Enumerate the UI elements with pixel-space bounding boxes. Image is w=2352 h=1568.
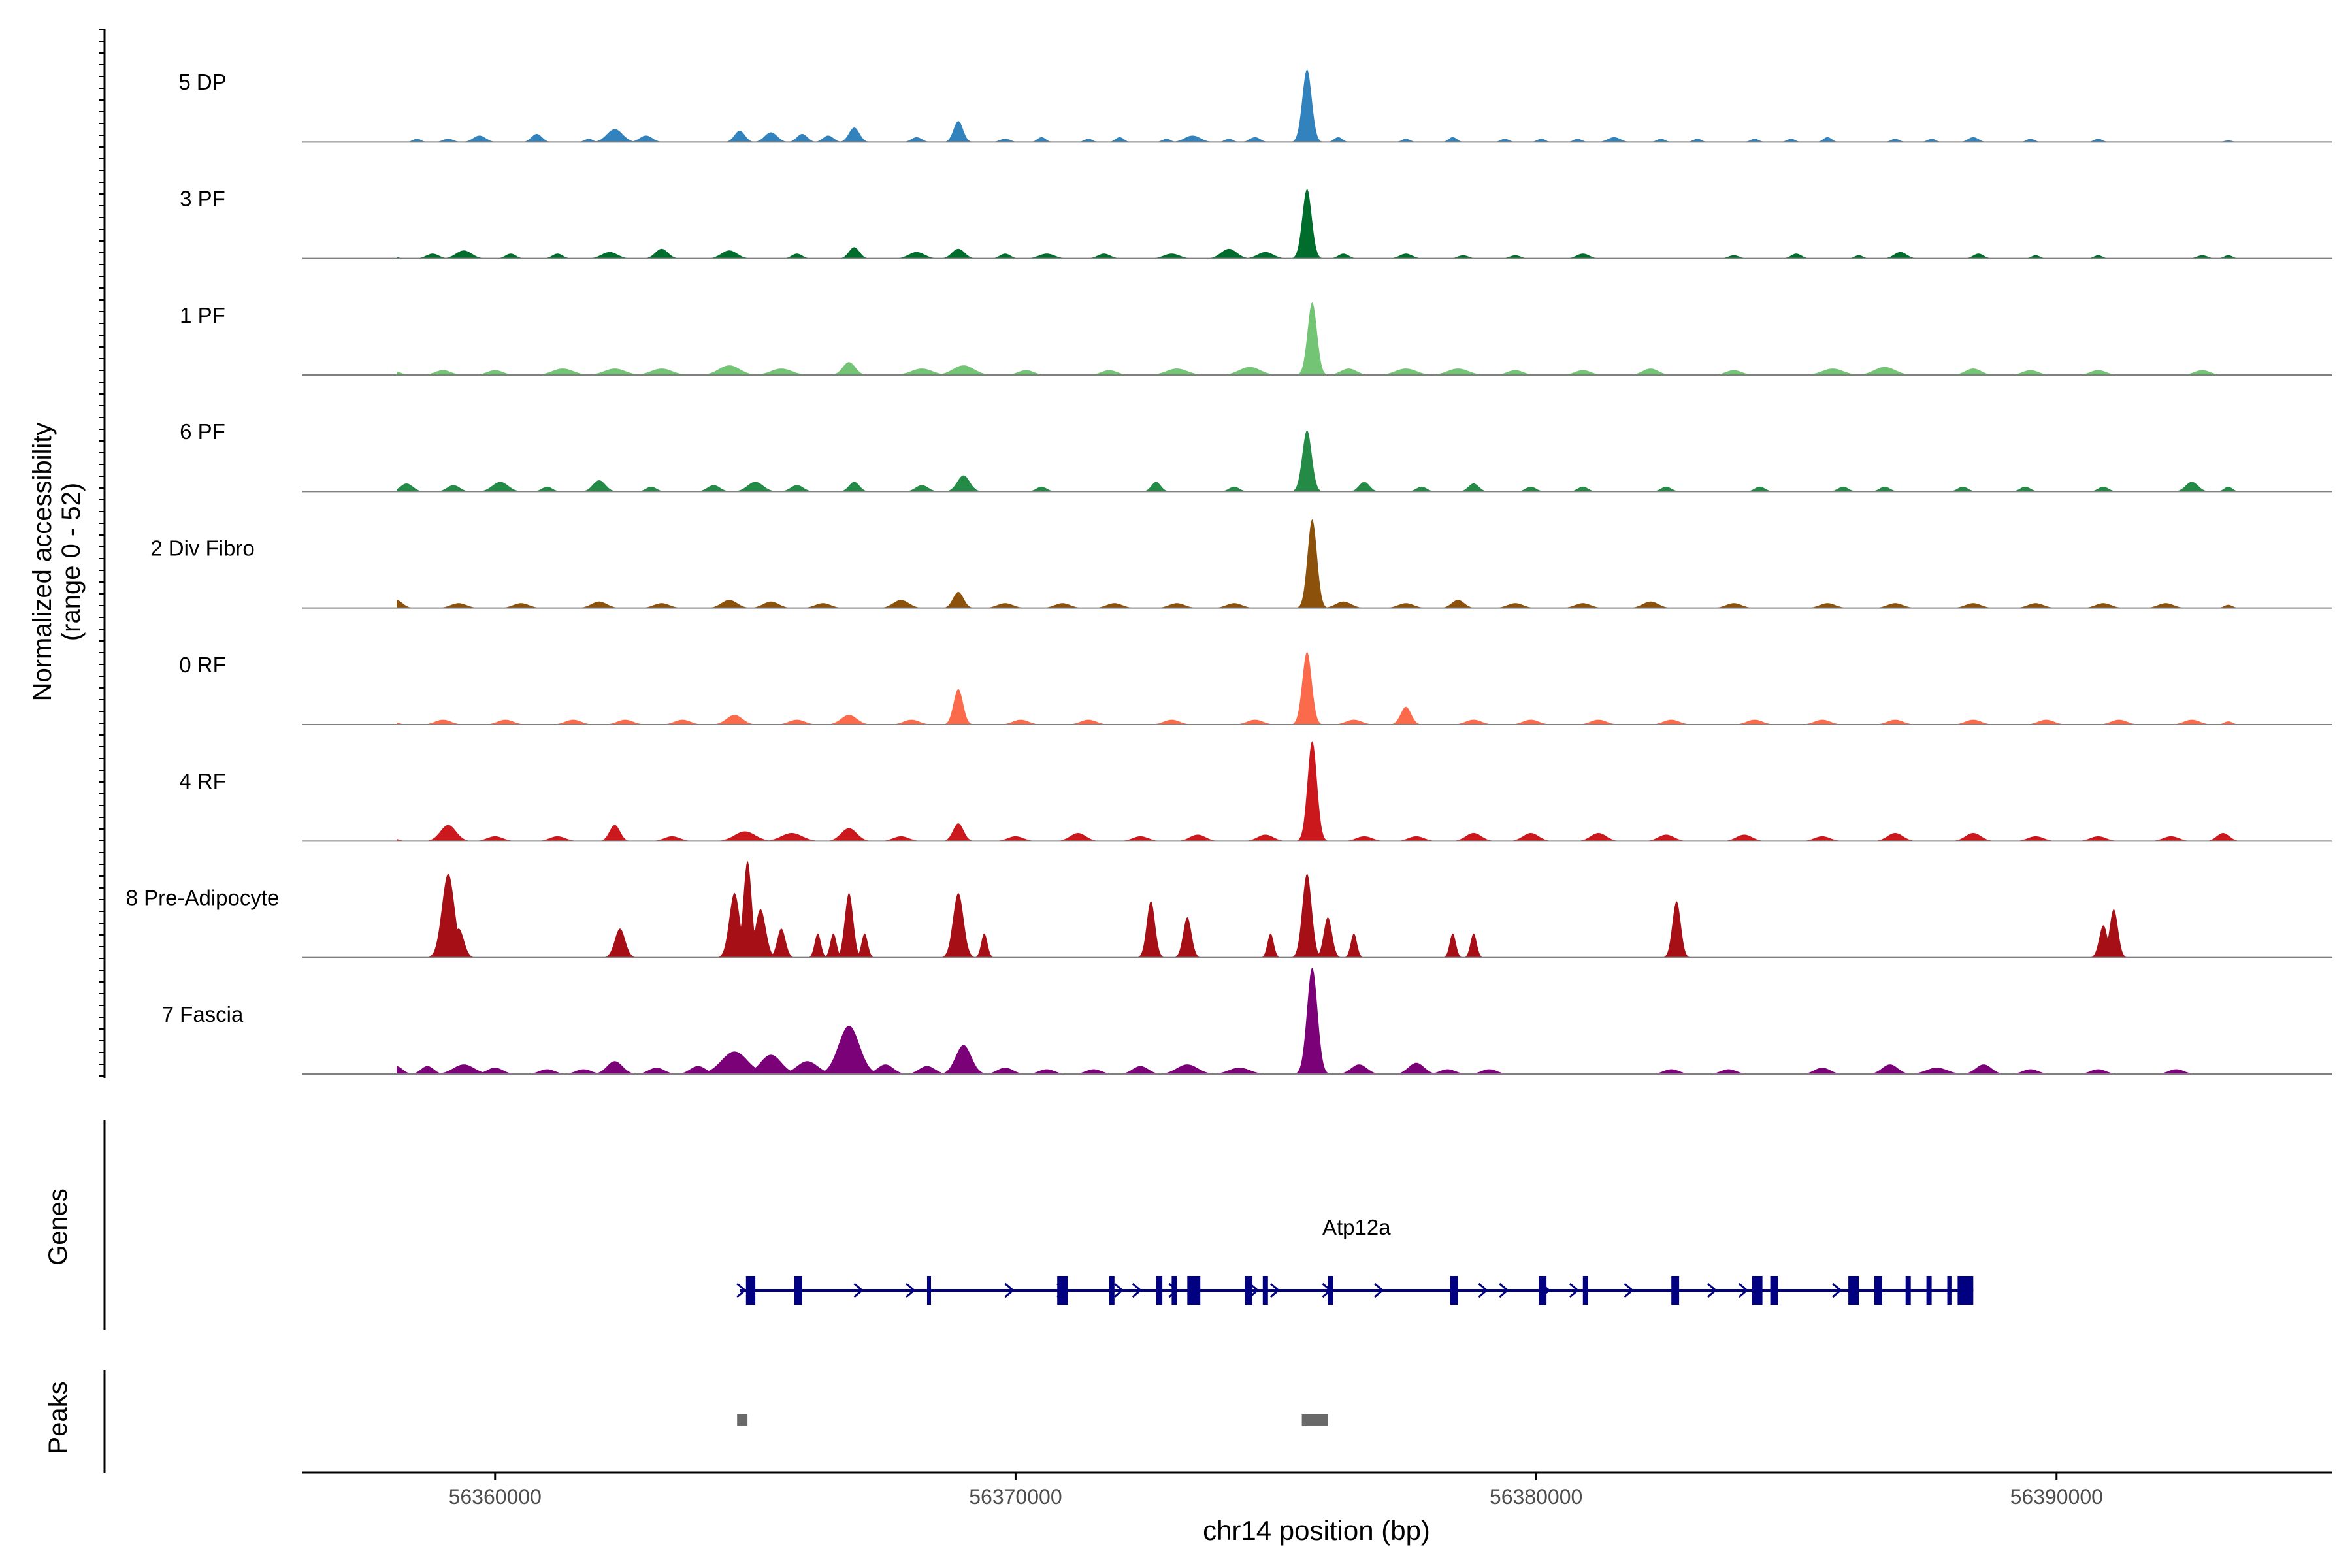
track-label: 6 PF [180,419,225,444]
y-axis-label: Normalized accessibility [28,423,57,702]
y-axis-range-label: (range 0 - 52) [57,483,86,641]
gene-exon [1926,1276,1932,1305]
gene-exon [1848,1276,1859,1305]
track-4-rf: 4 RF [179,741,2332,842]
x-tick-label: 56370000 [969,1485,1062,1509]
coverage-tracks: 5 DP 3 PF 1 PF 6 PF 2 Div Fibro 0 RF 4 RF 8 Pre… [126,69,2332,1075]
track-label: 8 Pre-Adipocyte [126,885,280,909]
x-axis-label: chr14 position (bp) [1203,1515,1430,1546]
peaks-track [737,1414,1328,1426]
gene-strand-arrow [1499,1282,1509,1298]
gene-exon [1770,1276,1778,1305]
gene-strand-arrow [1707,1282,1718,1298]
track-0-rf: 0 RF [179,651,2332,725]
gene-strand-arrow [853,1282,864,1298]
track-1-pf: 1 PF [180,302,2332,376]
genes-track: Atp12a [736,1215,1974,1305]
track-2-div-fibro: 2 Div Fibro [150,519,2332,609]
axes: Normalized accessibility (range 0 - 52) … [28,29,1430,1546]
gene-exon [1947,1276,1952,1305]
x-axis: 56360000 56370000 56380000 56390000 [302,1471,2332,1509]
coverage-area [397,968,2238,1074]
gene-strand-arrow [1478,1282,1488,1298]
gene-strand-arrow [1569,1282,1580,1298]
gene-exon [1671,1276,1680,1305]
x-tick-label: 56360000 [449,1485,542,1509]
track-label: 1 PF [180,303,225,327]
track-7-fascia: 7 Fascia [162,968,2332,1075]
coverage-area [397,302,2238,375]
gene-strand-arrow [736,1282,747,1298]
track-label: 2 Div Fibro [150,536,255,560]
track-label: 3 PF [180,186,225,210]
gene-exon [1582,1276,1588,1305]
coverage-area [397,741,2238,841]
gene-exon [794,1276,802,1305]
peaks-track-label: Peaks [44,1381,73,1454]
gene-exon [1450,1276,1458,1305]
genes-track-label: Genes [44,1188,73,1266]
gene-strand-arrow [906,1282,916,1298]
gene-strand-arrow [1832,1282,1842,1298]
gene-strand-arrow [1374,1282,1384,1298]
gene-exon [1109,1276,1115,1305]
gene-exon [1171,1276,1177,1305]
x-tick-label: 56390000 [2010,1485,2103,1509]
coverage-area [397,519,2238,608]
gene-exon [1245,1276,1252,1305]
peak-region [1301,1414,1328,1426]
gene-exon [1262,1276,1268,1305]
x-tick-label: 56380000 [1490,1485,1582,1509]
gene-exon [1957,1276,1974,1305]
gene-exon [927,1276,931,1305]
gene-strand-arrow [1132,1282,1142,1298]
track-label: 5 DP [178,70,226,94]
gene-strand-arrow [1624,1282,1634,1298]
gene-strand-arrow [1738,1282,1749,1298]
gene-exon [745,1276,756,1305]
track-label: 4 RF [179,769,226,793]
track-6-pf: 6 PF [180,419,2332,493]
gene-exon [1328,1276,1333,1305]
gene-exon [1905,1276,1911,1305]
track-label: 7 Fascia [162,1002,244,1026]
track-3-pf: 3 PF [180,186,2332,259]
gene-strand-arrow [1269,1282,1281,1298]
gene-name-label: Atp12a [1322,1215,1391,1239]
gene-exon [1057,1276,1068,1305]
gene-exon [1874,1276,1882,1305]
gene-exon [1539,1276,1547,1305]
peak-region [737,1414,748,1426]
gene-exon [1156,1276,1163,1305]
gene-strand-arrow [1004,1282,1015,1298]
track-label: 0 RF [179,653,226,677]
track-8-pre-adipocyte: 8 Pre-Adipocyte [126,861,2332,958]
gene-exon [1752,1276,1763,1305]
gene-strand-arrow [1113,1282,1124,1298]
track-5-dp: 5 DP [178,69,2332,143]
gene-exon [1187,1276,1201,1305]
